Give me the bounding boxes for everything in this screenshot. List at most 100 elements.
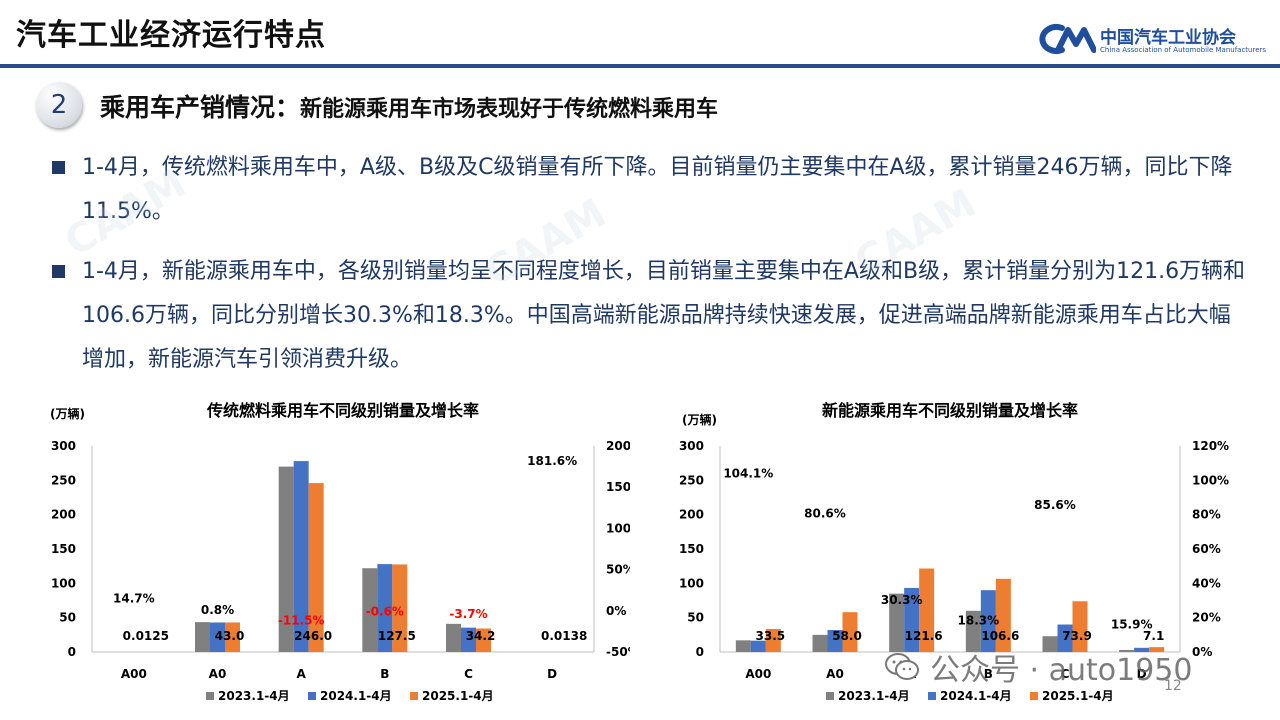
legend-swatch [410,692,418,700]
bar-value-label: 34.2 [466,629,496,643]
y-tick-label: 0 [696,645,704,659]
y-tick-label: 150 [51,542,76,556]
chart-svg: 传统燃料乘用车不同级别销量及增长率 (万辆) 0 50 100 150 200 250 300 -… [50,401,630,703]
growth-rate-label: -3.7% [449,607,487,621]
chart-svg: 新能源乘用车不同级别销量及增长率 (万辆) 0 50 100 150 200 250 300 0%… [679,401,1229,703]
bar-2024 [904,587,920,652]
x-tick-label: D [1137,667,1147,681]
y2-tick-label: 0% [1192,645,1212,659]
legend-swatch [928,692,936,700]
x-tick-label: A [297,667,307,681]
bar-2023 [362,568,378,652]
growth-rate-label: 18.3% [958,614,1000,628]
y-tick-label: 250 [51,473,76,487]
org-name: 中国汽车工业协会 [1100,28,1236,48]
bar-2024 [750,640,766,652]
growth-rate-label: 0.8% [201,603,234,617]
growth-rate-label: 181.6% [527,454,577,468]
section-title-sub: 新能源乘用车市场表现好于传统燃料乘用车 [300,97,719,122]
bar-value-label: 73.9 [1062,629,1092,643]
x-tick-label: A0 [209,667,227,681]
y-tick-label: 300 [51,439,76,453]
y2-tick-label: 80% [1192,508,1221,522]
nev-sales-chart: 新能源乘用车不同级别销量及增长率 (万辆) 0 50 100 150 200 250 300 0%… [650,394,1270,714]
y2-tick-label: 100% [606,521,630,535]
caam-logo: 中国汽车工业协会 China Association of Automobile… [1036,20,1266,64]
bar-2023 [965,610,981,652]
growth-rate-label: 104.1% [723,466,773,480]
bar-value-label: 127.5 [378,629,416,643]
bar-2025 [765,628,781,652]
y-tick-label: 100 [679,576,704,590]
y-tick-label: 50 [687,611,704,625]
bar-2023 [195,622,210,652]
legend-swatch [308,692,316,700]
growth-rate-label: 14.7% [113,592,155,606]
bar-2024 [980,590,996,652]
y-tick-label: 250 [679,473,704,487]
bar-2025 [225,622,240,652]
bar-value-label: 0.0138 [541,629,587,643]
y2-tick-label: 150% [606,480,630,494]
page-title: 汽车工业经济运行特点 [16,18,326,53]
y-tick-label: 200 [679,508,704,522]
bar-2025 [919,568,935,652]
ice-sales-chart: 传统燃料乘用车不同级别销量及增长率 (万辆) 0 50 100 150 200 250 300 -… [10,394,630,714]
legend-swatch [826,692,834,700]
chart-title: 新能源乘用车不同级别销量及增长率 [822,401,1078,420]
caam-logo-icon [1039,24,1097,54]
bar-value-label: 43.0 [215,629,245,643]
header-divider [0,64,1280,68]
x-tick-label: A00 [745,667,771,681]
legend-swatch [206,692,214,700]
y2-tick-label: 120% [1192,439,1229,453]
bullet-square-icon [52,161,65,174]
legend-label: 2024.1-4月 [940,689,1012,703]
bar-2025 [842,612,858,652]
bar-2023 [1042,636,1058,652]
growth-rate-label: 30.3% [881,593,923,607]
bar-2024 [1134,647,1150,652]
x-tick-label: B [984,667,993,681]
y-tick-label: 300 [679,439,704,453]
bar-2024 [827,630,843,652]
section-number-badge: 2 [36,82,82,128]
growth-rate-label: -11.5% [278,613,325,627]
x-tick-label: A00 [121,667,147,681]
chart-title: 传统燃料乘用车不同级别销量及增长率 [206,401,479,420]
legend-swatch [1030,692,1038,700]
section-title-main: 乘用车产销情况： [100,93,301,122]
y2-tick-label: 200% [606,439,630,453]
bar-2023 [446,623,461,652]
growth-rate-label: 85.6% [1034,498,1076,512]
bar-value-label: 33.5 [756,629,786,643]
x-tick-label: C [1061,667,1070,681]
legend-label: 2025.1-4月 [1042,689,1114,703]
org-name-en: China Association of Automobile Manufact… [1100,46,1267,54]
bar-value-label: 7.1 [1143,629,1164,643]
x-tick-label: D [547,667,557,681]
y2-tick-label: 20% [1192,611,1221,625]
bar-2023 [1119,649,1135,652]
x-tick-label: A0 [826,667,844,681]
y-tick-label: 200 [51,508,76,522]
growth-rate-label: 15.9% [1111,618,1153,632]
y2-tick-label: -50% [606,645,630,659]
bar-2024 [210,622,225,652]
legend-label: 2023.1-4月 [838,689,910,703]
bar-2023 [812,634,828,652]
bar-2024 [1057,624,1073,652]
legend-label: 2023.1-4月 [218,689,290,703]
bar-value-label: 121.6 [905,629,943,643]
bar-value-label: 246.0 [294,629,332,643]
bar-2025 [476,628,491,652]
bar-2023 [735,640,751,652]
bar-2025 [308,483,324,652]
section-title: 乘用车产销情况：新能源乘用车市场表现好于传统燃料乘用车 [100,88,718,124]
bar-2025 [1149,647,1165,652]
growth-rate-label: 80.6% [804,507,846,521]
y2-tick-label: 60% [1192,542,1221,556]
bar-value-label: 106.6 [981,629,1019,643]
y2-tick-label: 0% [606,604,626,618]
y2-tick-label: 100% [1192,473,1229,487]
